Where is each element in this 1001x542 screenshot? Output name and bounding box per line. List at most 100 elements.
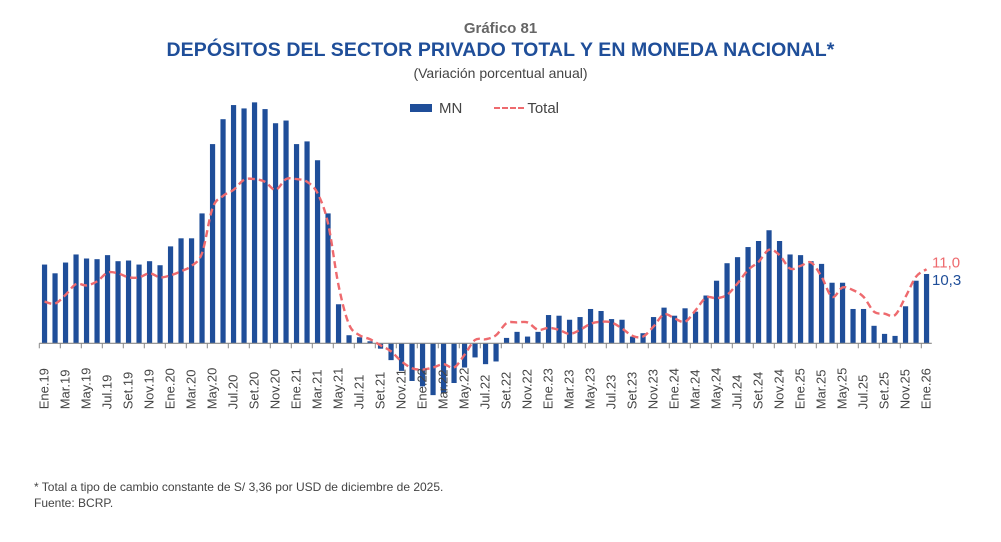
x-tick-label: May.23 <box>583 368 598 410</box>
mn-bar <box>892 335 898 344</box>
x-tick-label: Jul.21 <box>352 375 367 410</box>
mn-bar <box>62 262 69 344</box>
x-tick-label: May.19 <box>79 368 94 410</box>
mn-bar <box>661 307 667 344</box>
mn-bar <box>577 317 583 344</box>
mn-bar <box>283 120 289 344</box>
mn-bar <box>472 343 478 358</box>
mn-bar <box>125 260 132 344</box>
mn-bar <box>640 333 646 344</box>
mn-bar <box>871 325 877 344</box>
mn-bar <box>146 261 153 344</box>
legend: MN Total <box>410 98 559 118</box>
mn-bar <box>346 335 352 344</box>
x-axis-ticks <box>38 343 922 349</box>
x-tick-label: Nov.22 <box>520 369 535 409</box>
mn-bar <box>73 254 79 344</box>
mn-bar <box>451 343 457 384</box>
x-tick-label: Nov.19 <box>142 369 157 409</box>
mn-bar <box>262 109 268 344</box>
mn-bar <box>703 295 709 344</box>
mn-bar <box>776 241 783 344</box>
mn-bar <box>83 258 90 344</box>
x-tick-label: Ene.21 <box>289 368 304 409</box>
x-tick-label: Mar.21 <box>310 370 325 410</box>
mn-bar <box>41 264 48 344</box>
x-tick-label: Mar.25 <box>814 370 829 410</box>
mn-bar <box>335 304 342 344</box>
x-tick-label: Ene.19 <box>37 368 52 409</box>
x-tick-label: Ene.23 <box>541 368 556 409</box>
x-tick-label: Nov.25 <box>898 369 913 409</box>
mn-bar <box>535 331 541 344</box>
mn-bar <box>367 341 373 344</box>
mn-bar <box>314 160 321 344</box>
x-tick-label: May.25 <box>835 368 850 410</box>
x-tick-label: May.22 <box>457 368 472 410</box>
mn-bar <box>682 308 688 344</box>
figure-number: Gráfico 81 <box>463 20 538 37</box>
mn-bar <box>787 254 793 344</box>
x-tick-label: May.24 <box>709 368 724 410</box>
mn-bar <box>209 144 216 344</box>
x-tick-label: Mar.19 <box>58 370 73 410</box>
x-tick-label: Ene.20 <box>163 368 178 409</box>
mn-bar <box>241 108 247 344</box>
mn-bar <box>650 317 657 344</box>
footnote: * Total a tipo de cambio constante de S/… <box>34 479 443 511</box>
mn-bar <box>325 213 331 344</box>
mn-bar <box>808 261 814 344</box>
mn-bar <box>556 315 562 344</box>
mn-bar <box>251 102 258 344</box>
x-tick-label: Set.19 <box>121 372 136 410</box>
mn-bar <box>545 315 552 344</box>
mn-bar <box>598 310 604 344</box>
mn-bar <box>797 255 804 344</box>
mn-bar <box>913 280 919 344</box>
mn-bar <box>850 308 856 344</box>
mn-bar <box>619 319 625 344</box>
mn-bar <box>493 343 499 362</box>
x-tick-label: Jul.24 <box>730 375 745 410</box>
mn-bar <box>167 246 174 344</box>
x-tick-label: Ene.22 <box>415 368 430 409</box>
x-tick-label: Nov.23 <box>646 369 661 409</box>
mn-bar <box>104 255 111 344</box>
mn-bar <box>419 343 426 387</box>
x-tick-label: Mar.24 <box>688 370 703 410</box>
x-tick-label: Mar.23 <box>562 370 577 410</box>
x-tick-label: Set.23 <box>625 372 640 410</box>
mn-bar <box>398 343 405 371</box>
mn-bar <box>178 238 184 344</box>
x-tick-label: Mar.22 <box>436 370 451 410</box>
x-tick-label: Set.20 <box>247 372 262 410</box>
x-tick-label: May.21 <box>331 368 346 410</box>
mn-bar <box>304 141 310 344</box>
mn-bar <box>220 119 226 344</box>
mn-bar <box>356 337 363 344</box>
mn-bar <box>692 311 699 344</box>
mn-bar <box>766 230 772 344</box>
chart-title: DEPÓSITOS DEL SECTOR PRIVADO TOTAL Y EN … <box>166 39 835 61</box>
mn-bar <box>902 306 909 344</box>
mn-bar <box>440 343 447 394</box>
mn-bar <box>671 315 678 344</box>
mn-bar <box>430 343 436 396</box>
mn-bar <box>199 213 205 344</box>
chart-area: Ene.19 Mar.19 May.19 Jul.19 Set.19 Nov.19 Ene.… <box>37 102 961 410</box>
mn-bar <box>923 273 930 344</box>
mn-bar <box>272 123 279 344</box>
x-tick-label: Ene.24 <box>667 368 682 409</box>
x-tick-label: Ene.25 <box>793 368 808 409</box>
legend-mn-label: MN <box>439 99 463 117</box>
mn-bar <box>881 333 888 344</box>
mn-bar <box>818 263 825 344</box>
x-tick-label: Jul.20 <box>226 375 241 410</box>
mn-bar <box>188 238 195 344</box>
x-tick-label: Set.22 <box>499 372 514 410</box>
mn-bar <box>503 337 510 344</box>
chart-subtitle: (Variación porcentual anual) <box>413 65 588 81</box>
mn-bar <box>115 261 121 344</box>
footnote-source: Fuente: BCRP. <box>34 496 114 510</box>
mn-bar <box>566 319 573 344</box>
